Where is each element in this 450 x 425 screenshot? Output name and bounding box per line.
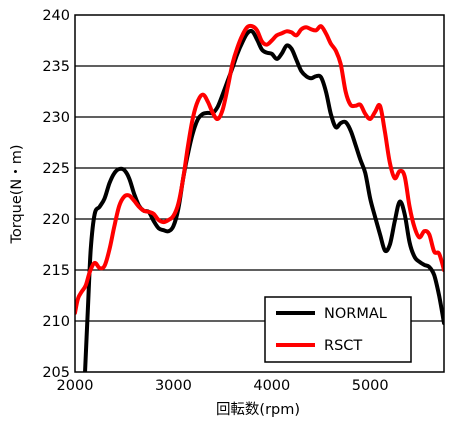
y-tick-215: 215 [42,263,70,279]
x-tick-2000: 2000 [57,378,94,394]
legend: NORMAL RSCT [264,296,412,363]
series-line-rsct [75,23,444,315]
y-tick-210: 210 [42,314,70,330]
x-axis-title: 回転数(rpm) [216,401,300,418]
grid-lines [75,65,444,322]
x-tick-4000: 4000 [253,378,290,394]
legend-box [264,296,412,363]
legend-normal-label: NORMAL [324,306,387,322]
y-tick-240: 240 [42,8,70,24]
series-layer [75,23,444,372]
y-tick-230: 230 [42,110,70,126]
x-tick-3000: 3000 [155,378,192,394]
y-axis-title: Torque(N・m) [9,144,25,244]
x-tick-5000: 5000 [352,378,389,394]
x-tick-labels: 2000 3000 4000 5000 [57,378,389,394]
y-tick-225: 225 [42,161,70,177]
y-tick-205: 205 [42,365,70,381]
plot-frame [74,14,445,373]
y-tick-220: 220 [42,212,70,228]
y-tick-labels: 205 210 215 220 225 230 235 240 [42,8,70,381]
y-tick-235: 235 [42,59,70,75]
legend-rsct-label: RSCT [324,338,362,354]
